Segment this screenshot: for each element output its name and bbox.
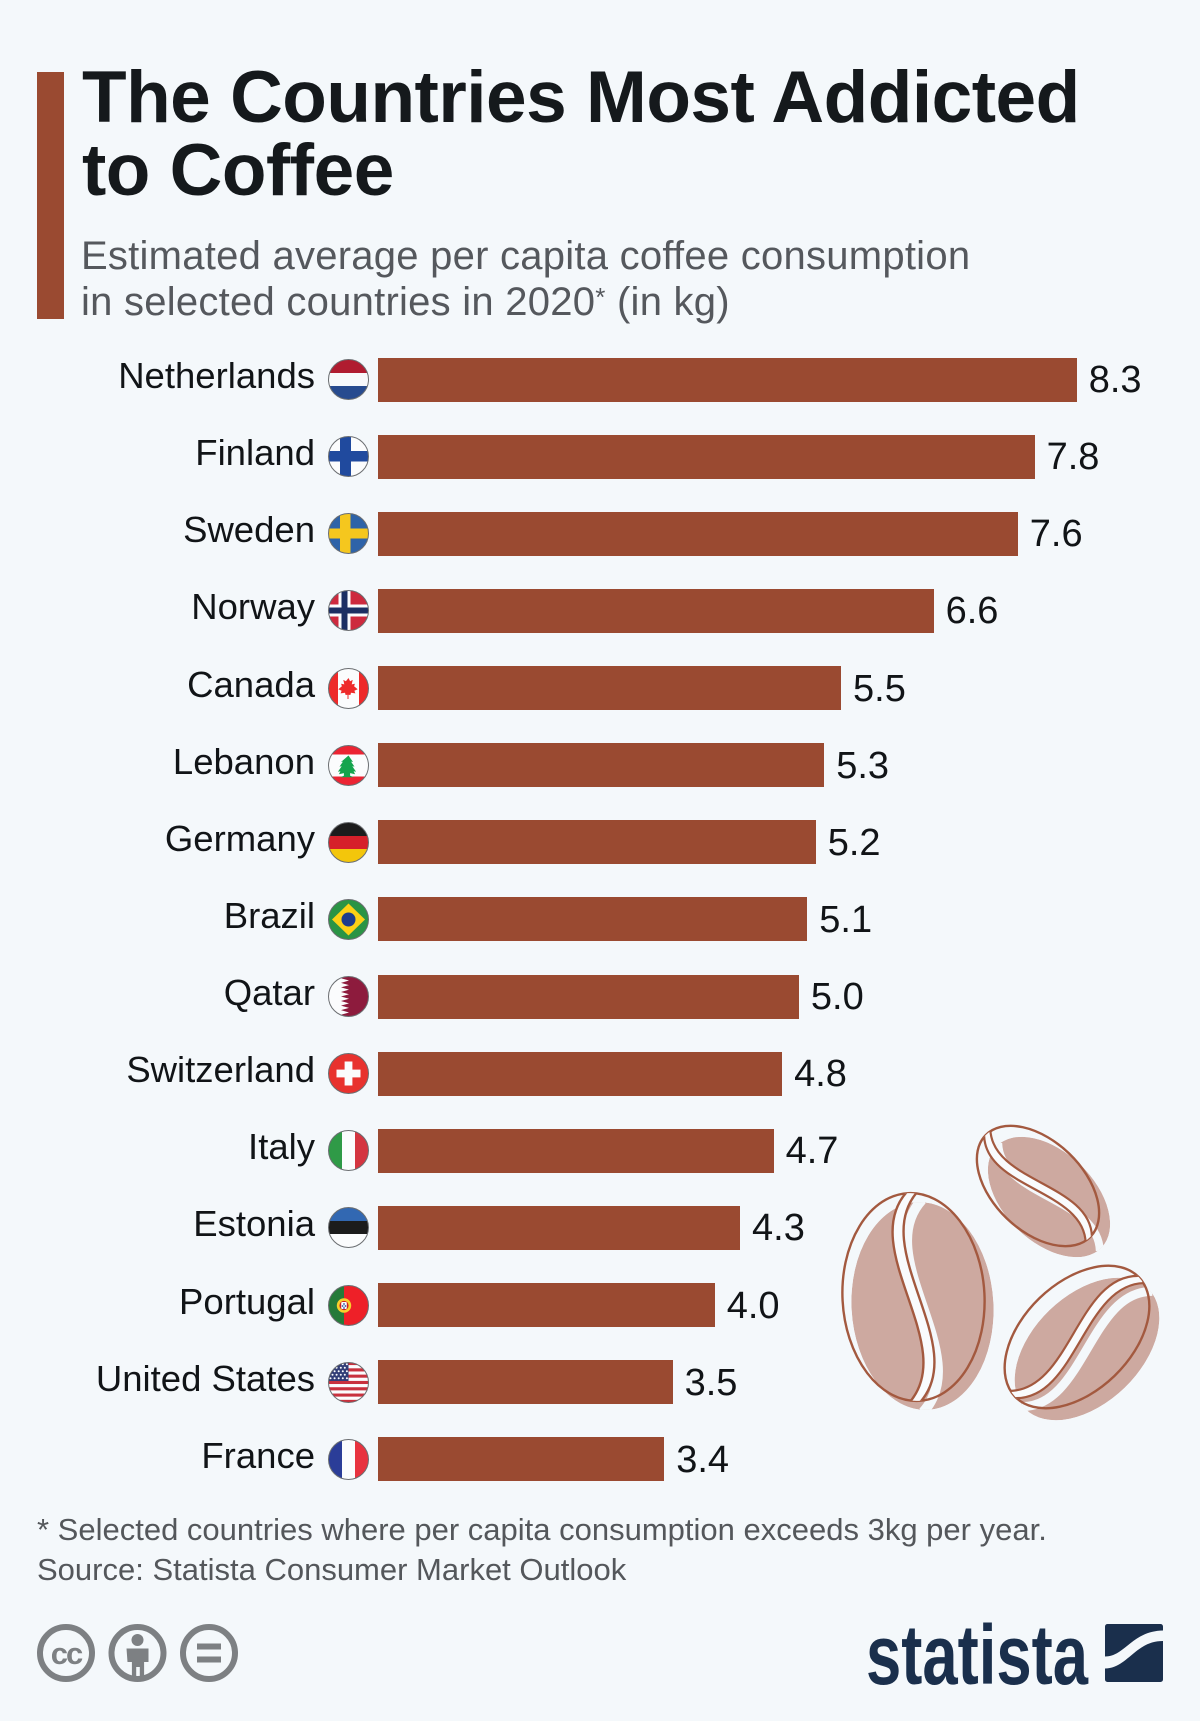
svg-text:cc: cc — [51, 1636, 83, 1671]
svg-text:statista: statista — [866, 1608, 1089, 1693]
